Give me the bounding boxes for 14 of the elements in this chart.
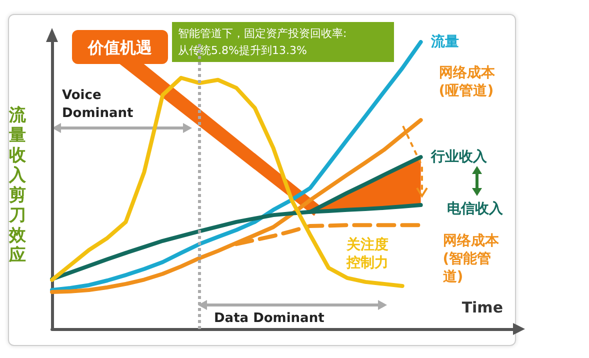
annotation: Data Dominant bbox=[214, 311, 324, 326]
series-label: 关注度控制力 bbox=[345, 236, 388, 271]
annotation: 价值机遇 bbox=[87, 38, 152, 57]
annotation: 智能管道下，固定资产投资回收率: 从传统5.8%提升到13.3% bbox=[178, 27, 347, 57]
series-label: 网络成本(哑管道) bbox=[438, 65, 496, 100]
y-axis-title: 流量收入剪刀效应 bbox=[8, 106, 27, 266]
series-label: 行业收入 bbox=[430, 149, 488, 166]
series-label: 流量 bbox=[430, 33, 459, 50]
annotation: Voice Dominant bbox=[62, 88, 134, 121]
series-label: 网络成本(智能管道) bbox=[442, 233, 500, 286]
x-axis-title: Time bbox=[462, 298, 503, 316]
callout-box: 价值机遇 bbox=[72, 30, 168, 64]
note-box: 智能管道下，固定资产投资回收率: 从传统5.8%提升到13.3% bbox=[172, 22, 394, 62]
series-label: 电信收入 bbox=[446, 201, 504, 218]
